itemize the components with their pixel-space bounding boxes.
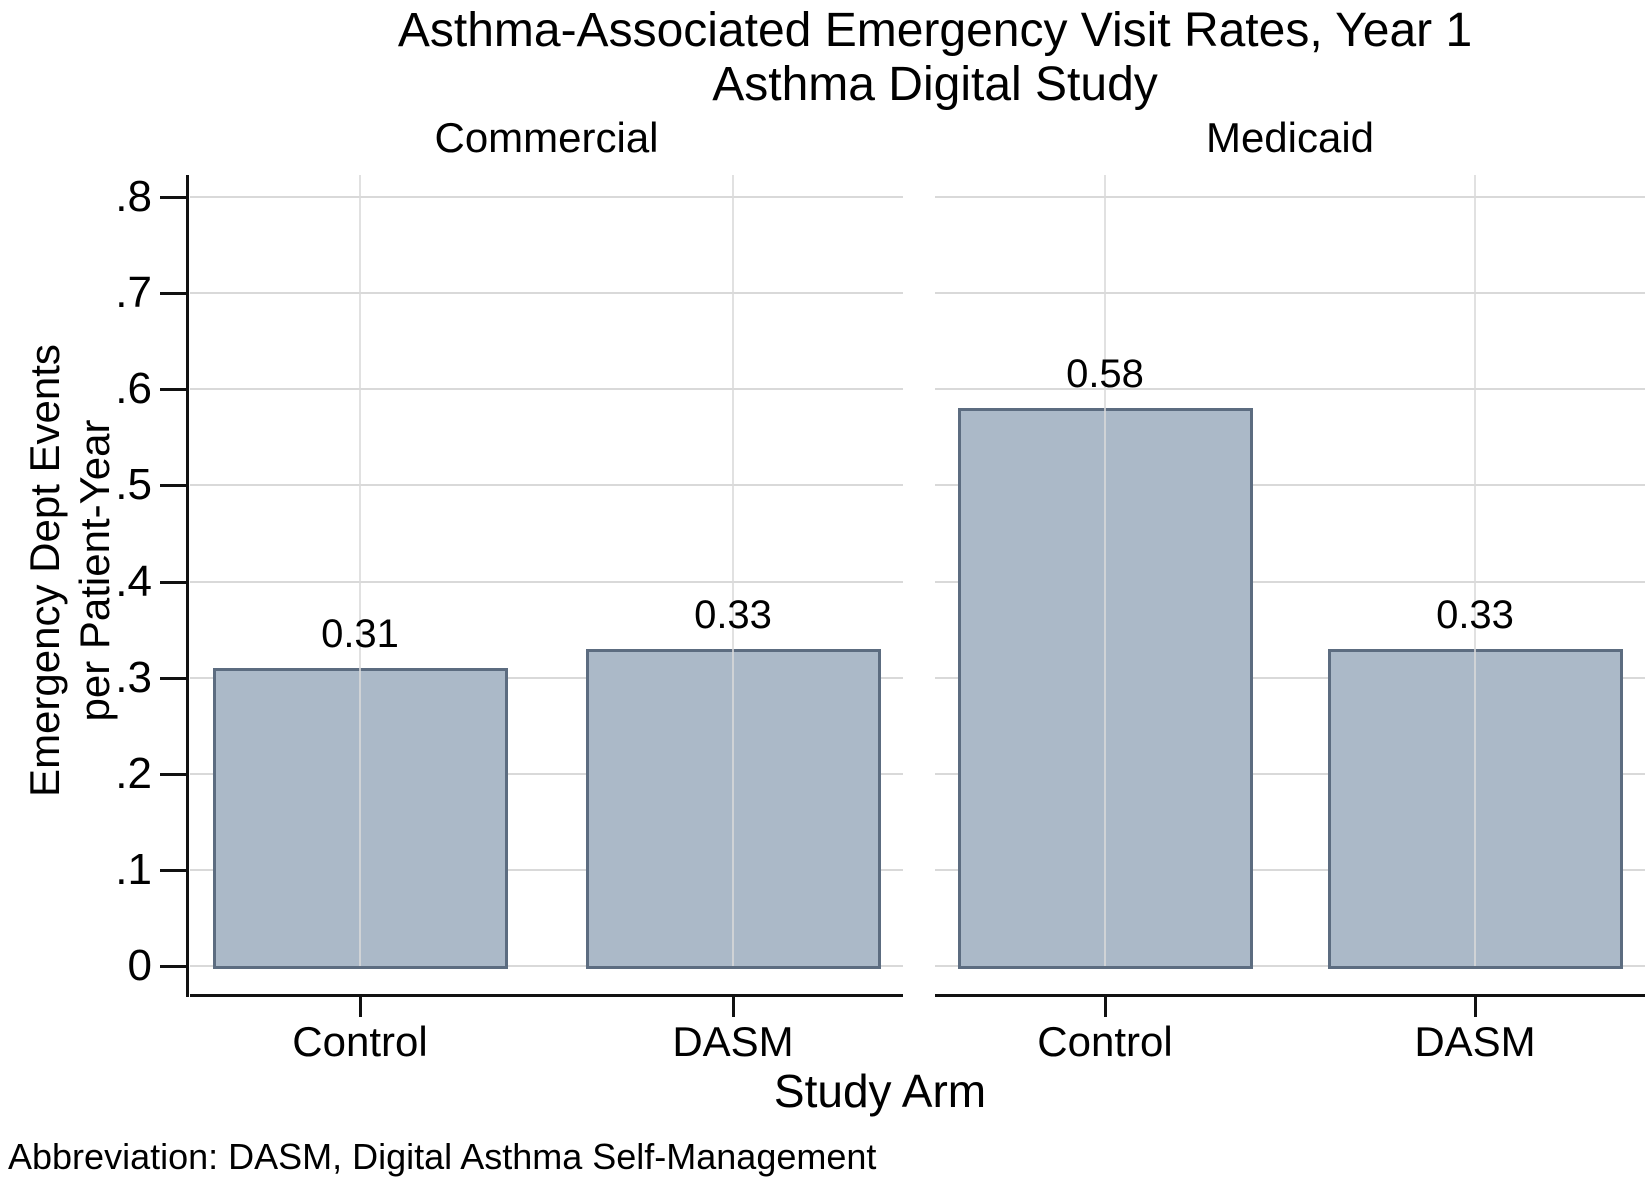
y-tick-label: .7 [115, 268, 152, 318]
y-tick [160, 965, 188, 968]
x-axis-title: Study Arm [773, 1065, 987, 1117]
gridline-h [190, 965, 903, 967]
gridline-h [935, 484, 1645, 487]
bar-value-label: 0.31 [321, 612, 399, 656]
gridline-h [190, 580, 903, 583]
y-tick-label: .4 [115, 556, 152, 606]
gridline-h [935, 772, 1645, 775]
gridline-h [935, 196, 1645, 198]
gridline-h [935, 580, 1645, 583]
gridline-h [190, 388, 903, 391]
y-tick-label: .8 [115, 172, 152, 221]
bar-value-label: 0.33 [1436, 593, 1514, 637]
chart-title: Asthma-Associated Emergency Visit Rates,… [397, 4, 1473, 57]
x-axis-line [190, 994, 903, 997]
gridline-h [935, 292, 1645, 295]
gridline-h [190, 484, 903, 487]
x-tick [359, 997, 362, 1017]
x-category-label-control: Control [292, 1018, 428, 1065]
gridline-h [190, 292, 903, 295]
panel-header-medicaid: Medicaid [1205, 114, 1375, 161]
bar-value-label: 0.58 [1066, 352, 1144, 396]
y-tick-label: .3 [115, 652, 152, 702]
y-tick-label: .6 [115, 364, 152, 414]
gridline-v [1474, 175, 1476, 966]
x-category-label-dasm: DASM [1414, 1018, 1536, 1065]
x-tick [732, 997, 735, 1017]
y-tick [160, 196, 188, 199]
y-tick-label: .2 [115, 748, 152, 798]
y-tick [160, 676, 188, 680]
y-tick-label: .5 [115, 460, 152, 510]
y-tick [160, 484, 188, 488]
x-tick [1104, 997, 1107, 1017]
bar-value-label: 0.33 [694, 593, 772, 637]
x-axis-line [935, 994, 1645, 997]
y-tick [160, 292, 188, 296]
y-tick [160, 388, 188, 392]
gridline-h [190, 676, 903, 679]
x-tick [1474, 997, 1477, 1017]
gridline-h [935, 388, 1645, 391]
chart-subtitle: Asthma Digital Study [712, 58, 1158, 111]
y-tick-label: .1 [115, 844, 152, 894]
gridline-v [732, 175, 734, 966]
y-tick [160, 868, 188, 872]
y-tick [160, 580, 188, 584]
y-tick-label: 0 [127, 941, 152, 990]
gridline-h [935, 868, 1645, 871]
gridline-h [190, 772, 903, 775]
y-tick [160, 772, 188, 776]
x-category-label-control: Control [1037, 1018, 1173, 1065]
x-category-label-dasm: DASM [672, 1018, 794, 1065]
gridline-h [190, 868, 903, 871]
footnote: Abbreviation: DASM, Digital Asthma Self-… [8, 1136, 877, 1177]
gridline-h [935, 965, 1645, 967]
y-axis-line [186, 175, 189, 997]
gridline-v [359, 175, 361, 966]
gridline-h [935, 676, 1645, 679]
gridline-v [1104, 175, 1106, 966]
chart-title-block: Asthma-Associated Emergency Visit Rates,… [398, 4, 1472, 112]
gridline-h [190, 196, 903, 198]
panel-header-commercial: Commercial [434, 114, 659, 161]
